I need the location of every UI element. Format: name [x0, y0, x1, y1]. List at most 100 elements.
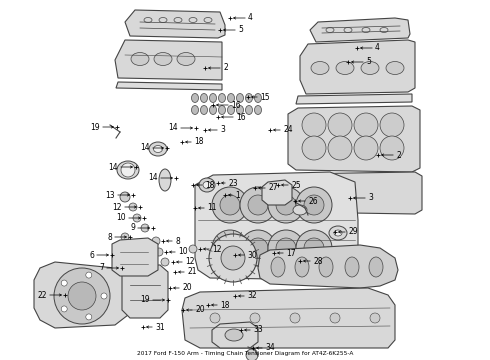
Text: 13: 13	[105, 190, 115, 199]
Polygon shape	[296, 94, 412, 104]
Ellipse shape	[245, 94, 252, 103]
Circle shape	[268, 230, 304, 266]
Circle shape	[276, 238, 296, 258]
Text: 8: 8	[175, 237, 180, 246]
Polygon shape	[280, 172, 422, 214]
Polygon shape	[262, 180, 292, 205]
Text: 34: 34	[265, 343, 275, 352]
Circle shape	[304, 195, 324, 215]
Text: 12: 12	[113, 202, 122, 211]
Text: 14: 14	[169, 123, 178, 132]
Ellipse shape	[200, 94, 207, 103]
Text: 19: 19	[140, 296, 150, 305]
Ellipse shape	[326, 27, 334, 32]
Circle shape	[370, 313, 380, 323]
Polygon shape	[310, 18, 410, 42]
Text: 4: 4	[375, 44, 380, 53]
Circle shape	[290, 313, 300, 323]
Ellipse shape	[192, 105, 198, 114]
Circle shape	[86, 314, 92, 320]
Text: 6: 6	[89, 251, 94, 260]
Text: 33: 33	[253, 325, 263, 334]
Circle shape	[380, 113, 404, 137]
Text: 5: 5	[366, 58, 371, 67]
Circle shape	[250, 313, 260, 323]
Polygon shape	[115, 40, 222, 80]
Circle shape	[61, 306, 67, 312]
Polygon shape	[182, 288, 395, 348]
Ellipse shape	[204, 18, 212, 22]
Circle shape	[129, 203, 137, 211]
Text: 19: 19	[90, 122, 100, 131]
Text: 20: 20	[182, 284, 192, 292]
Circle shape	[210, 313, 220, 323]
Text: 18: 18	[220, 301, 229, 310]
Circle shape	[302, 136, 326, 160]
Polygon shape	[300, 40, 415, 94]
Ellipse shape	[192, 94, 198, 103]
Text: 11: 11	[207, 203, 217, 212]
Ellipse shape	[293, 205, 307, 215]
Ellipse shape	[345, 257, 359, 277]
Polygon shape	[112, 238, 158, 276]
Circle shape	[212, 187, 248, 223]
Circle shape	[54, 268, 110, 324]
Circle shape	[189, 245, 197, 253]
Circle shape	[61, 280, 67, 286]
Circle shape	[354, 113, 378, 137]
Ellipse shape	[295, 257, 309, 277]
Circle shape	[296, 230, 332, 266]
Text: 2: 2	[396, 150, 401, 159]
Ellipse shape	[174, 18, 182, 22]
Ellipse shape	[361, 62, 379, 75]
Text: 3: 3	[368, 194, 373, 202]
Circle shape	[86, 272, 92, 278]
Polygon shape	[258, 245, 398, 288]
Ellipse shape	[237, 105, 244, 114]
Ellipse shape	[153, 145, 163, 153]
Text: 5: 5	[238, 26, 243, 35]
Ellipse shape	[227, 105, 235, 114]
Text: 4: 4	[248, 13, 253, 22]
Text: 9: 9	[130, 224, 135, 233]
Text: 29: 29	[348, 228, 358, 237]
Ellipse shape	[369, 257, 383, 277]
Text: 2: 2	[223, 63, 228, 72]
Text: 15: 15	[260, 93, 270, 102]
Text: 28: 28	[313, 256, 322, 266]
Ellipse shape	[159, 18, 167, 22]
Text: 14: 14	[140, 144, 150, 153]
Circle shape	[141, 224, 149, 232]
Circle shape	[354, 136, 378, 160]
Ellipse shape	[311, 62, 329, 75]
Ellipse shape	[210, 94, 217, 103]
Text: 20: 20	[195, 306, 205, 315]
Text: 14: 14	[148, 174, 158, 183]
Ellipse shape	[271, 257, 285, 277]
Text: 12: 12	[185, 257, 195, 266]
Ellipse shape	[189, 18, 197, 22]
Circle shape	[161, 258, 169, 266]
Text: 30: 30	[247, 251, 257, 260]
Ellipse shape	[159, 169, 171, 191]
Circle shape	[220, 238, 240, 258]
Ellipse shape	[319, 257, 333, 277]
Circle shape	[212, 230, 248, 266]
Text: 10: 10	[117, 213, 126, 222]
Ellipse shape	[227, 94, 235, 103]
Ellipse shape	[344, 27, 352, 32]
Circle shape	[328, 113, 352, 137]
Circle shape	[380, 136, 404, 160]
Circle shape	[248, 195, 268, 215]
Ellipse shape	[254, 94, 262, 103]
Circle shape	[268, 187, 304, 223]
Text: 18: 18	[194, 138, 203, 147]
Text: 12: 12	[212, 244, 221, 253]
Text: 31: 31	[155, 323, 165, 332]
Polygon shape	[34, 262, 132, 328]
Text: 14: 14	[108, 162, 118, 171]
Text: 24: 24	[283, 126, 293, 135]
Text: 3: 3	[220, 126, 225, 135]
Ellipse shape	[210, 105, 217, 114]
Circle shape	[246, 349, 258, 360]
